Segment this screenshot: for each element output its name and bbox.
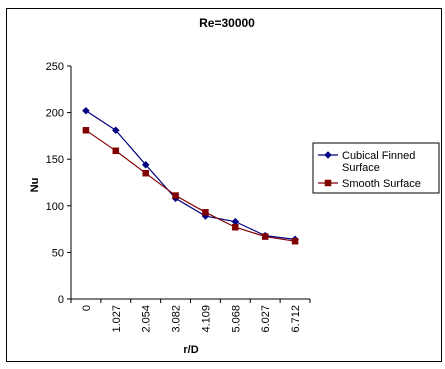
y-tick-label: 50 <box>52 247 64 259</box>
x-tick-label: 6.027 <box>260 305 272 333</box>
series-line-1 <box>85 110 296 240</box>
x-tick-label: 3.082 <box>171 305 183 333</box>
series-2-point <box>202 209 209 216</box>
legend-swatch-marker-1 <box>324 151 332 159</box>
plot-area: 0 50 100 150 200 250 0 1.027 2.054 3.082 4.109 5.06… <box>46 61 311 333</box>
x-tick-label: 2.054 <box>141 305 153 333</box>
series-2-point <box>82 127 90 134</box>
chart-frame: Re=30000 0 50 100 150 200 250 0 1.027 2.054 3.082… <box>6 8 442 362</box>
x-tick-label: 1.027 <box>111 305 123 333</box>
series-2-point <box>232 223 239 231</box>
y-tick-label: 250 <box>46 61 64 73</box>
series-1-point <box>111 126 120 135</box>
series-2-point <box>172 192 179 199</box>
y-tick-label: 150 <box>46 154 64 166</box>
x-axis-label: r/D <box>183 344 198 356</box>
x-tick-label: 6.712 <box>290 305 302 333</box>
series-1-point <box>82 106 90 115</box>
y-tick-label: 100 <box>46 201 64 213</box>
legend-label-1: Cubical Finned <box>342 150 415 162</box>
x-tick-label: 4.109 <box>200 305 212 333</box>
y-tick-label: 200 <box>46 108 64 120</box>
legend-box <box>312 142 440 194</box>
y-tick-label: 0 <box>58 294 64 306</box>
legend-swatch-marker-2 <box>324 179 332 187</box>
y-axis-label: Nu <box>29 178 41 193</box>
legend-label-1: Surface <box>342 162 380 174</box>
series-2-point <box>142 169 149 177</box>
cropped-caption-strip <box>0 0 445 8</box>
chart-svg: Re=30000 0 50 100 150 200 250 0 1.027 2.054 3.082… <box>29 16 440 356</box>
chart-title: Re=30000 <box>199 16 255 30</box>
series-line-2 <box>85 129 296 242</box>
series-1-point <box>141 160 150 169</box>
series-2-point <box>261 233 269 240</box>
series-2-point <box>291 237 299 245</box>
x-tick-label: 0 <box>81 305 93 311</box>
x-tick-label: 5.068 <box>230 305 242 333</box>
series-2-point <box>112 147 120 155</box>
legend-label-2: Smooth Surface <box>342 178 421 190</box>
